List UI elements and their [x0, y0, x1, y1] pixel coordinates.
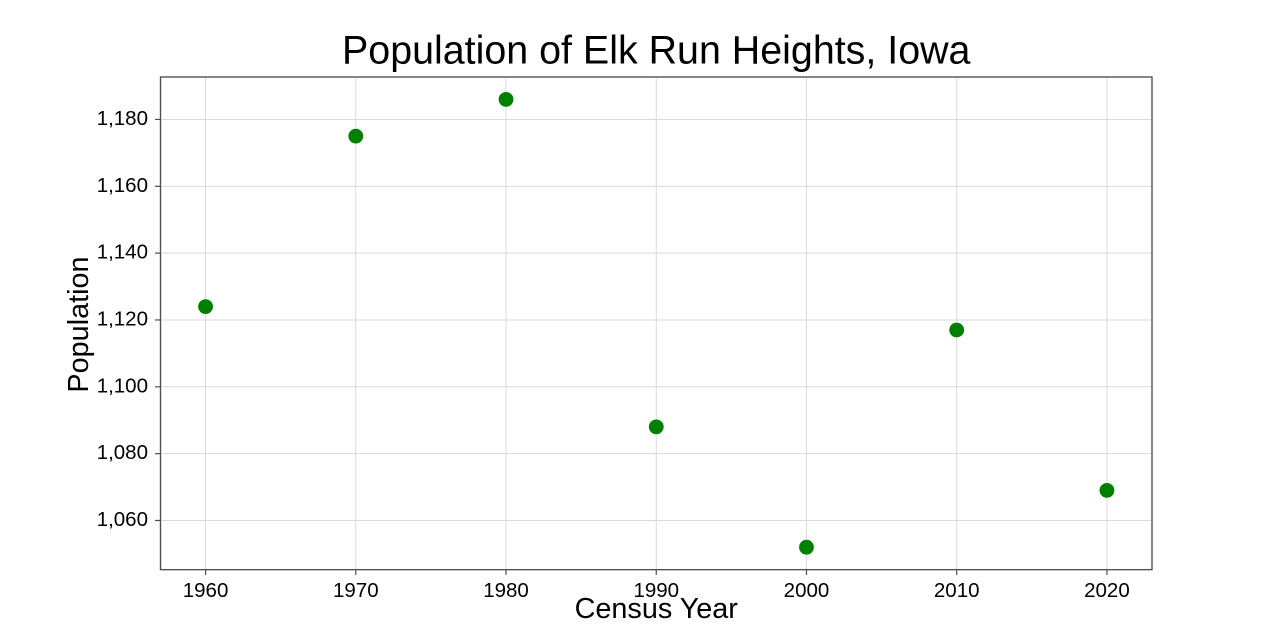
svg-text:1970: 1970	[333, 579, 379, 602]
svg-text:1980: 1980	[483, 579, 529, 602]
svg-text:1,140: 1,140	[97, 241, 148, 264]
svg-text:1,100: 1,100	[97, 374, 148, 397]
svg-text:2020: 2020	[1084, 579, 1130, 602]
svg-text:2000: 2000	[784, 579, 830, 602]
svg-text:Population: Population	[63, 256, 95, 392]
svg-text:1,160: 1,160	[97, 174, 148, 197]
svg-text:1,080: 1,080	[97, 441, 148, 464]
svg-text:2010: 2010	[934, 579, 980, 602]
svg-text:1960: 1960	[183, 579, 229, 602]
svg-text:Population of Elk Run Heights,: Population of Elk Run Heights, Iowa	[342, 29, 971, 73]
svg-text:1,180: 1,180	[97, 107, 148, 130]
svg-text:1,060: 1,060	[97, 508, 148, 531]
svg-text:1,120: 1,120	[97, 308, 148, 331]
svg-text:Census Year: Census Year	[575, 593, 739, 625]
